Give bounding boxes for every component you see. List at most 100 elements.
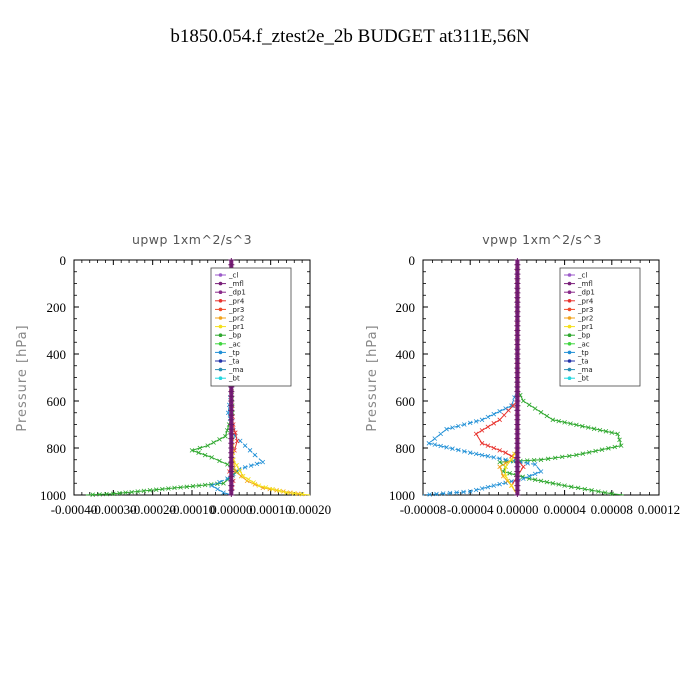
upwp-series-pr2-marker (233, 469, 238, 474)
upwp-series-mfl-marker (228, 446, 235, 450)
vpwp-legend-marker-pr4 (567, 299, 572, 303)
vpwp-legend-marker-cl (567, 273, 572, 277)
upwp-series-bp-marker (205, 443, 210, 448)
vpwp-series-mfl-marker (514, 493, 521, 497)
figure-title: b1850.054.f_ztest2e_2b BUDGET at311E,56N (170, 26, 530, 47)
vpwp-series-mfl-marker (514, 267, 521, 272)
vpwp-series-tp-marker (432, 442, 438, 447)
upwp-x-tick-label: 0.00010 (250, 502, 292, 517)
upwp-legend-marker-ta (218, 359, 223, 363)
vpwp-x-tick-label: 0.00012 (638, 502, 680, 517)
vpwp-series-tp-marker (461, 489, 466, 495)
vpwp-series-pr1-marker (503, 473, 508, 479)
upwp-legend-label-mfl: _mfl (228, 280, 244, 288)
vpwp-legend-label-bp: _bp (577, 332, 591, 340)
vpwp-x-tick-label: 0.00000 (496, 502, 538, 517)
vpwp-series-tp-marker (497, 456, 502, 461)
vpwp-legend-marker-dp1 (567, 290, 572, 295)
upwp-legend-label-pr4: _pr4 (228, 297, 245, 305)
vpwp-series-tp-marker (456, 447, 461, 453)
upwp-series-tp-marker (254, 461, 260, 467)
vpwp-series-bp-marker (507, 471, 512, 476)
vpwp-series-mfl-marker (514, 478, 521, 483)
vpwp-series-bp-marker (603, 429, 609, 434)
upwp-series-mfl-marker (228, 478, 235, 483)
upwp-series-mfl-marker (228, 399, 235, 403)
vpwp-series-mfl-marker (514, 309, 521, 314)
vpwp-series-tp-marker (538, 469, 544, 474)
upwp-series-mfl-marker (228, 427, 235, 432)
upwp-series-mfl-marker (228, 417, 235, 422)
upwp-y-tick-label: 0 (60, 253, 67, 268)
upwp-series-bp-marker (196, 450, 201, 455)
upwp-series-mfl-marker (228, 413, 235, 418)
upwp-x-tick-label: -0.00010 (169, 502, 216, 517)
upwp-series-mfl-marker (228, 422, 235, 427)
vpwp-series-mfl-marker (514, 356, 521, 361)
vpwp-series-tp-marker (438, 431, 443, 437)
vpwp-series-bp-marker (568, 421, 573, 426)
vpwp-series-pr2-marker (505, 478, 510, 484)
vpwp-series-mfl-marker (514, 319, 521, 324)
upwp-series-mfl-marker (228, 474, 235, 479)
upwp-legend-marker-pr3 (218, 307, 223, 312)
upwp-legend-label-dp1: _dp1 (228, 289, 246, 297)
vpwp-series-tp-marker (444, 445, 449, 450)
vpwp-series-bp-marker (556, 482, 561, 487)
upwp-series-tp-marker (242, 443, 248, 448)
upwp-series-tp-marker (221, 490, 226, 495)
vpwp-series-bp-marker (586, 450, 592, 455)
upwp-y-tick-label: 800 (47, 441, 67, 456)
vpwp-series-tp-marker (473, 451, 479, 457)
upwp-series-mfl-marker (228, 450, 235, 455)
upwp-series-tp-marker (247, 448, 253, 453)
vpwp-series-mfl-marker (514, 370, 521, 375)
vpwp-series-bp-marker (552, 455, 558, 461)
upwp-panel-title: upwp 1xm^2/s^3 (132, 232, 252, 247)
vpwp-series-bp-marker (550, 417, 556, 423)
upwp-series-bp-marker (196, 483, 202, 488)
vpwp-series-tp-marker (491, 483, 497, 488)
upwp-series-bp-marker (147, 488, 153, 493)
upwp-series-mfl-marker (228, 455, 235, 460)
upwp-x-tick-label: -0.00040 (51, 502, 98, 517)
vpwp-series-tp-marker (473, 487, 479, 493)
vpwp-series-mfl-marker (514, 427, 521, 432)
upwp-series-bp-marker (111, 491, 116, 497)
upwp-series-mfl-marker (228, 493, 235, 497)
upwp-series-tp-marker (209, 483, 214, 488)
upwp-legend-marker-pr2 (218, 316, 223, 320)
vpwp-legend-label-pr2: _pr2 (577, 315, 593, 323)
vpwp-series-mfl-marker (514, 258, 521, 262)
upwp-series-bp-marker (190, 483, 196, 489)
vpwp-series-bp-marker (585, 425, 591, 430)
upwp-series-bp-marker (104, 491, 109, 497)
upwp-x-tick-label: 0.00020 (289, 502, 331, 517)
upwp-y-tick-label: 1000 (40, 488, 66, 503)
vpwp-series-bp-marker (599, 447, 605, 452)
upwp-series-pr1-marker (240, 473, 246, 479)
upwp-series-bp-marker (209, 455, 214, 460)
upwp-series-bp-marker (202, 482, 208, 488)
vpwp-legend-label-ac: _ac (577, 340, 590, 348)
vpwp-legend-marker-pr1 (567, 324, 572, 329)
upwp-series-bp-marker (141, 488, 147, 494)
vpwp-series-tp-line (422, 260, 542, 496)
upwp-legend-marker-tp (218, 350, 223, 355)
upwp-series-bp-marker (160, 486, 165, 492)
vpwp-series-bp-marker (531, 457, 537, 463)
vpwp-legend-label-ma: _ma (577, 366, 593, 374)
upwp-series-mfl-marker (228, 394, 235, 399)
vpwp-legend-marker-ma (567, 367, 572, 372)
upwp-series-pr1-marker (284, 490, 289, 495)
vpwp-series-tp-marker (473, 419, 479, 424)
vpwp-series-bp-marker (596, 489, 601, 494)
vpwp-series-tp-marker (438, 443, 443, 449)
vpwp-series-mfl-marker (514, 436, 521, 441)
vpwp-series-tp-marker (521, 476, 526, 481)
vpwp-series-tp-marker (456, 423, 461, 429)
vpwp-series-mfl-marker (514, 389, 521, 394)
vpwp-series-bp-marker (545, 456, 551, 462)
upwp-legend-marker-cl (218, 273, 223, 277)
vpwp-series-mfl-marker (514, 276, 521, 281)
